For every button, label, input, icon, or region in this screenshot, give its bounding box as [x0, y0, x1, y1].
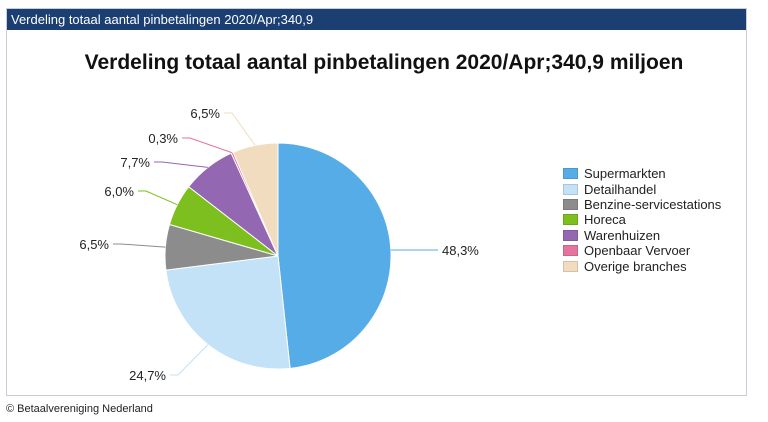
copyright-notice: © Betaalvereniging Nederland	[6, 403, 153, 415]
data-label-overige-branches: 6,5%	[190, 106, 220, 121]
data-label-benzine-servicestations: 6,5%	[79, 237, 109, 252]
data-label-detailhandel: 24,7%	[129, 368, 166, 383]
legend-swatch	[563, 214, 578, 226]
leader-line-benzine-servicestations	[113, 243, 166, 248]
legend-item-warenhuizen[interactable]: Warenhuizen	[563, 228, 721, 243]
legend-label: Horeca	[584, 212, 626, 228]
legend-swatch	[563, 168, 578, 180]
legend-label: Warenhuizen	[584, 227, 661, 243]
legend-label: Overige branches	[584, 258, 687, 274]
chart-legend: Supermarkten Detailhandel Benzine-services…	[563, 166, 721, 274]
legend-swatch	[563, 198, 578, 210]
legend-item-horeca[interactable]: Horeca	[563, 212, 721, 227]
leader-line-horeca	[138, 190, 178, 206]
legend-item-detailhandel[interactable]: Detailhandel	[563, 181, 721, 197]
data-label-openbaar-vervoer: 0,3%	[148, 131, 178, 146]
leader-line-detailhandel	[170, 344, 209, 376]
legend-label: Supermarkten	[584, 166, 666, 182]
leader-line-openbaar-vervoer	[182, 137, 233, 154]
legend-swatch	[563, 260, 578, 272]
pie-slice-detailhandel	[165, 255, 291, 370]
legend-label: Detailhandel	[584, 181, 657, 197]
legend-label: Benzine-servicestations	[584, 196, 722, 212]
legend-item-openbaar-vervoer[interactable]: Openbaar Vervoer	[563, 243, 721, 258]
pie-slice-supermarkten	[277, 142, 392, 369]
legend-swatch	[563, 183, 578, 195]
data-label-horeca: 6,0%	[104, 184, 134, 199]
leader-line-warenhuizen	[154, 161, 208, 168]
legend-item-benzine-servicestations[interactable]: Benzine-servicestations	[563, 197, 721, 212]
legend-item-supermarkten[interactable]: Supermarkten	[563, 166, 721, 181]
data-label-supermarkten: 48,3%	[442, 243, 479, 258]
chart-header-bar: Verdeling totaal aantal pinbetalingen 20…	[7, 9, 746, 30]
legend-label: Openbaar Vervoer	[584, 243, 691, 259]
legend-swatch	[563, 229, 578, 241]
legend-swatch	[563, 245, 578, 257]
leader-line-overige-branches	[224, 112, 256, 146]
data-label-warenhuizen: 7,7%	[120, 155, 150, 170]
legend-item-overige-branches[interactable]: Overige branches	[563, 258, 721, 274]
chart-panel: Verdeling totaal aantal pinbetalingen 20…	[6, 8, 747, 396]
chart-title: Verdeling totaal aantal pinbetalingen 20…	[84, 51, 684, 74]
